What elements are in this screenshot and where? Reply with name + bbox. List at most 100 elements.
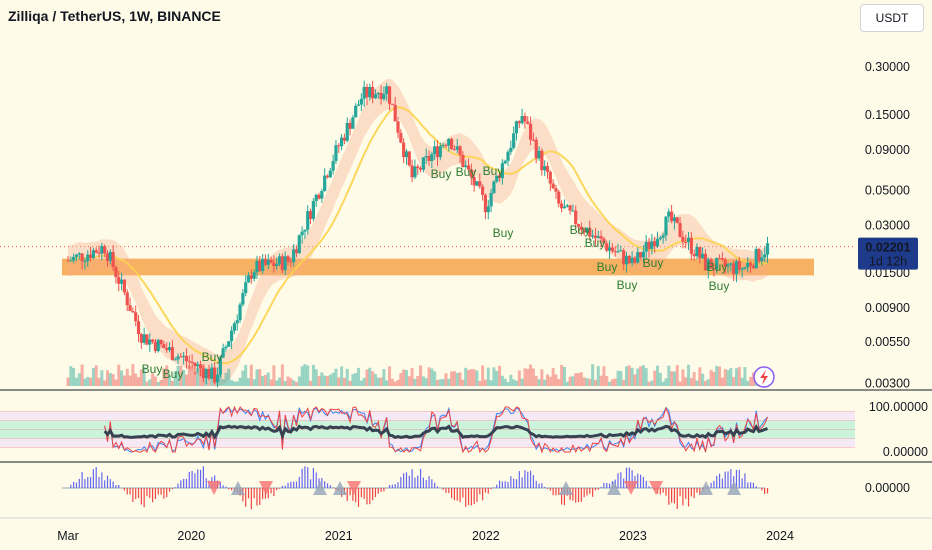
candle-body [368,87,372,98]
candle-body [653,241,657,247]
candle-body [472,177,476,186]
histogram-signal-marker [313,481,327,495]
candle-body [514,121,519,134]
volume-bar [151,373,155,386]
volume-bar [196,367,200,386]
buy-signal-label: Buy [597,260,618,274]
volume-bar [235,381,239,386]
volume-bar [475,370,479,386]
candle-body [91,250,95,259]
candle-body [692,253,696,257]
volume-bar [546,374,550,386]
candle-body [675,217,679,224]
candle-body [633,257,637,263]
volume-bar [582,377,586,386]
volume-bar [266,372,270,386]
volume-bar [309,380,313,386]
volume-bar [286,376,290,386]
candle-body [173,359,177,361]
candle-body [215,374,220,383]
candle-body [596,236,600,238]
buy-signal-label: Buy [493,226,514,240]
buy-signal-label: Buy [570,223,591,237]
volume-bar [523,368,527,386]
candle-body [244,282,248,294]
volume-bar [334,368,338,386]
volume-bar [396,379,400,386]
candle-body [723,259,727,267]
candle-body [627,255,631,264]
candle-body [605,243,609,251]
volume-bar [647,381,651,386]
volume-bar [421,376,425,386]
volume-bar [568,376,572,386]
candle-body [348,122,352,129]
candle-body [732,263,736,275]
candle-body [534,139,538,159]
candle-body [701,253,705,259]
volume-bar [512,379,516,386]
volume-bar [86,376,90,386]
candle-body [111,251,115,268]
volume-bar [345,368,349,386]
candle-body [678,223,682,237]
volume-bar [354,373,358,386]
volume-bar [560,365,564,386]
candle-body [328,170,332,178]
volume-bar [605,376,609,386]
volume-bar [588,378,592,386]
candle-body [720,258,724,260]
volume-bar [641,365,645,386]
candle-body [162,344,166,349]
volume-bar [193,372,197,386]
volume-bar [294,381,298,386]
candle-body [497,175,502,179]
candle-body [156,339,160,352]
candle-body [512,133,516,148]
buy-signal-label: Buy [483,164,504,178]
volume-bar [365,369,369,386]
candle-body [506,151,510,161]
candle-body [165,348,169,351]
candle-body [272,262,276,267]
candle-body [139,334,143,343]
volume-bar [292,380,296,386]
candle-body [159,339,163,345]
candle-body [179,356,183,358]
candle-body [424,156,428,158]
volume-bar [156,381,160,386]
volume-bar [263,374,267,386]
volume-bar [492,367,496,386]
volume-bar [399,373,403,386]
candle-body [763,254,767,258]
candle-body [489,192,493,207]
volume-bar [252,379,256,386]
candle-body [624,255,629,265]
candle-body [418,168,423,170]
candle-body [455,146,459,150]
currency-selector-button[interactable]: USDT [860,4,924,32]
candle-body [593,235,598,238]
candle-body [447,138,451,146]
volume-bar [300,366,304,386]
candle-body [585,228,589,233]
volume-bar [94,365,98,386]
volume-bar [464,367,468,386]
volume-bar [498,365,502,386]
candle-body [201,368,205,379]
volume-bar [114,379,118,386]
buy-signal-label: Buy [643,256,664,270]
candle-body [148,339,152,345]
buy-signal-label: Buy [163,367,184,381]
candle-body [726,264,730,267]
candle-body [644,241,648,252]
candle-body [444,144,448,146]
candle-body [351,117,355,129]
buy-signal-label: Buy [142,362,163,376]
candle-body [486,206,490,213]
volume-bar [153,376,157,386]
candle-body [238,304,242,321]
volume-bar [562,367,566,386]
